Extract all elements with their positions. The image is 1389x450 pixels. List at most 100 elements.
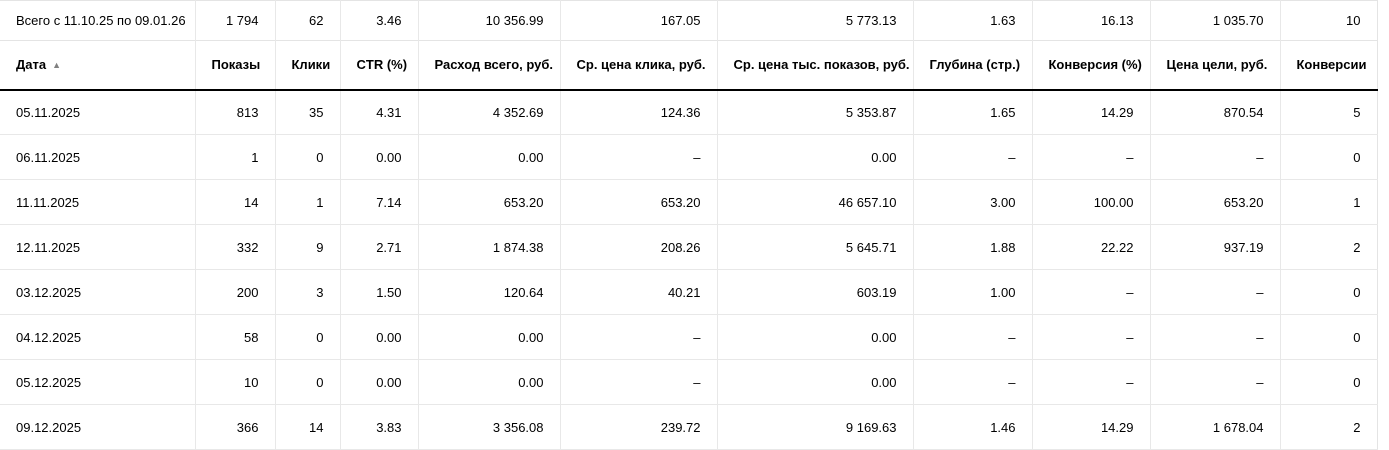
- conversion-rate-cell: 14.29: [1031, 89, 1150, 135]
- table-row: 11.11.2025 14 1 7.14 653.20 653.20 46 657.10 3.…: [0, 179, 1377, 225]
- column-header-avg-click-cost[interactable]: Ср. цена клика, руб.: [559, 40, 717, 90]
- column-header-depth[interactable]: Глубина (стр.): [912, 40, 1032, 90]
- clicks-cell: 0: [274, 359, 340, 405]
- ctr-cell: 0.00: [339, 134, 418, 180]
- date-cell: 03.12.2025: [16, 284, 82, 300]
- ctr-cell: 0.00: [339, 314, 418, 360]
- column-header-ctr[interactable]: CTR (%): [339, 40, 418, 90]
- impressions-cell: 332: [194, 224, 275, 270]
- avg-click-cost-cell: –: [559, 359, 717, 405]
- column-header-cost[interactable]: Расход всего, руб.: [417, 40, 560, 90]
- column-header-conversions[interactable]: Конверсии: [1279, 40, 1377, 90]
- date-cell: 04.12.2025: [16, 329, 82, 345]
- avg-cpm-cell: 0.00: [716, 359, 913, 405]
- totals-ctr: 3.46: [339, 0, 418, 41]
- column-header-conversion-rate[interactable]: Конверсия (%): [1031, 40, 1150, 90]
- depth-cell: 1.65: [912, 89, 1032, 135]
- impressions-cell: 813: [194, 89, 275, 135]
- column-header-impressions[interactable]: Показы: [194, 40, 275, 90]
- goal-cost-cell: 1 678.04: [1149, 404, 1280, 450]
- sort-ascending-icon: ▲: [52, 60, 62, 71]
- avg-cpm-cell: 46 657.10: [716, 179, 913, 225]
- clicks-cell: 1: [274, 179, 340, 225]
- totals-goal-cost: 1 035.70: [1149, 0, 1280, 41]
- depth-cell: –: [912, 359, 1032, 405]
- ctr-cell: 7.14: [339, 179, 418, 225]
- conversions-cell: 0: [1279, 359, 1377, 405]
- clicks-cell: 3: [274, 269, 340, 315]
- date-cell: 05.11.2025: [16, 104, 81, 120]
- impressions-cell: 366: [194, 404, 275, 450]
- avg-click-cost-cell: 653.20: [559, 179, 717, 225]
- impressions-cell: 1: [194, 134, 275, 180]
- cost-cell: 0.00: [417, 359, 560, 405]
- depth-cell: –: [912, 134, 1032, 180]
- ctr-cell: 3.83: [339, 404, 418, 450]
- depth-cell: 1.88: [912, 224, 1032, 270]
- avg-cpm-cell: 9 169.63: [716, 404, 913, 450]
- cost-cell: 653.20: [417, 179, 560, 225]
- goal-cost-cell: 653.20: [1149, 179, 1280, 225]
- goal-cost-cell: –: [1149, 134, 1280, 180]
- impressions-cell: 14: [194, 179, 275, 225]
- table-header-row: Дата ▲ Показы Клики CTR (%) Расход всего,…: [0, 40, 1377, 90]
- ctr-cell: 1.50: [339, 269, 418, 315]
- ctr-cell: 0.00: [339, 359, 418, 405]
- date-cell: 11.11.2025: [16, 194, 80, 210]
- table-row: 09.12.2025 366 14 3.83 3 356.08 239.72 9 169.6…: [0, 404, 1377, 450]
- table-row: 06.11.2025 1 0 0.00 0.00–0.00– – –0: [0, 134, 1377, 180]
- column-header-avg-cpm[interactable]: Ср. цена тыс. показов, руб.: [716, 40, 913, 90]
- depth-cell: 1.00: [912, 269, 1032, 315]
- goal-cost-cell: –: [1149, 314, 1280, 360]
- conversions-cell: 2: [1279, 404, 1377, 450]
- avg-cpm-cell: 0.00: [716, 314, 913, 360]
- avg-click-cost-cell: –: [559, 314, 717, 360]
- avg-cpm-cell: 5 353.87: [716, 89, 913, 135]
- clicks-cell: 0: [274, 134, 340, 180]
- avg-click-cost-cell: 208.26: [559, 224, 717, 270]
- column-header-clicks[interactable]: Клики: [274, 40, 340, 90]
- depth-cell: 1.46: [912, 404, 1032, 450]
- conversion-rate-cell: –: [1031, 359, 1150, 405]
- avg-cpm-cell: 5 645.71: [716, 224, 913, 270]
- ctr-cell: 2.71: [339, 224, 418, 270]
- date-cell: 05.12.2025: [16, 374, 82, 390]
- table-row: 05.12.2025 10 0 0.00 0.00–0.00– – –0: [0, 359, 1377, 405]
- goal-cost-cell: –: [1149, 359, 1280, 405]
- conversions-cell: 0: [1279, 314, 1377, 360]
- conversions-cell: 0: [1279, 269, 1377, 315]
- date-cell: 12.11.2025: [16, 239, 81, 255]
- column-header-date[interactable]: Дата ▲: [0, 41, 195, 90]
- conversion-rate-cell: 22.22: [1031, 224, 1150, 270]
- avg-click-cost-cell: 124.36: [559, 89, 717, 135]
- totals-conversion-rate: 16.13: [1031, 0, 1150, 41]
- cost-cell: 1 874.38: [417, 224, 560, 270]
- impressions-cell: 10: [194, 359, 275, 405]
- avg-click-cost-cell: 40.21: [559, 269, 717, 315]
- depth-cell: 3.00: [912, 179, 1032, 225]
- conversion-rate-cell: –: [1031, 314, 1150, 360]
- date-cell: 06.11.2025: [16, 149, 81, 165]
- conversion-rate-cell: –: [1031, 269, 1150, 315]
- goal-cost-cell: 937.19: [1149, 224, 1280, 270]
- totals-avg-click-cost: 167.05: [559, 0, 717, 41]
- table-row: 03.12.2025 200 3 1.50 120.64 40.21 603.19 1.00–…: [0, 269, 1377, 315]
- clicks-cell: 14: [274, 404, 340, 450]
- conversion-rate-cell: 14.29: [1031, 404, 1150, 450]
- conversions-cell: 2: [1279, 224, 1377, 270]
- conversion-rate-cell: 100.00: [1031, 179, 1150, 225]
- avg-click-cost-cell: –: [559, 134, 717, 180]
- cost-cell: 3 356.08: [417, 404, 560, 450]
- conversions-cell: 0: [1279, 134, 1377, 180]
- totals-depth: 1.63: [912, 0, 1032, 41]
- totals-period-label: Всего с 11.10.25 по 09.01.26: [16, 13, 186, 28]
- cost-cell: 0.00: [417, 134, 560, 180]
- totals-clicks: 62: [274, 0, 340, 41]
- column-header-goal-cost[interactable]: Цена цели, руб.: [1149, 40, 1280, 90]
- avg-cpm-cell: 0.00: [716, 134, 913, 180]
- conversions-cell: 1: [1279, 179, 1377, 225]
- clicks-cell: 0: [274, 314, 340, 360]
- clicks-cell: 35: [274, 89, 340, 135]
- clicks-cell: 9: [274, 224, 340, 270]
